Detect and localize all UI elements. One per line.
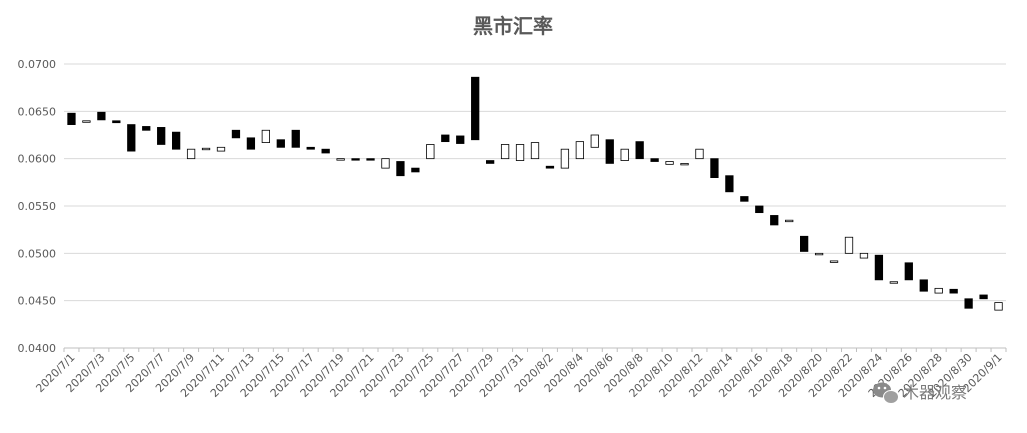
candle-body bbox=[276, 139, 285, 148]
candle-body bbox=[979, 294, 988, 300]
candle-body bbox=[650, 158, 659, 162]
candle-body bbox=[620, 148, 629, 161]
candle-body bbox=[246, 137, 256, 150]
candle-body bbox=[800, 235, 809, 252]
candle-body bbox=[859, 252, 869, 259]
candle-body bbox=[366, 158, 375, 161]
candle-body bbox=[740, 196, 749, 202]
candle-body bbox=[411, 167, 420, 173]
candles bbox=[67, 76, 1003, 311]
candle-body bbox=[635, 141, 644, 160]
candle-body bbox=[261, 129, 270, 143]
y-tick-label: 0.0650 bbox=[18, 105, 57, 118]
watermark-text: 木器观察 bbox=[903, 383, 967, 402]
candle-body bbox=[515, 144, 525, 161]
candle-body bbox=[172, 131, 181, 150]
candle-body bbox=[919, 279, 928, 292]
candle-body bbox=[127, 124, 136, 152]
candle-body bbox=[560, 148, 570, 169]
candle-body bbox=[725, 175, 734, 193]
candle-body bbox=[530, 142, 540, 160]
candle-body bbox=[471, 76, 480, 141]
candle-body bbox=[500, 144, 510, 160]
y-tick-label: 0.0450 bbox=[18, 295, 57, 308]
candle-body bbox=[889, 281, 898, 284]
candle-body bbox=[665, 161, 674, 165]
candle-body bbox=[82, 120, 91, 123]
candle-body bbox=[486, 160, 495, 164]
candle-body bbox=[306, 146, 315, 150]
y-tick-label: 0.0550 bbox=[18, 200, 57, 213]
candle-body bbox=[336, 158, 345, 161]
candle-body bbox=[321, 148, 330, 154]
candle-body bbox=[216, 146, 226, 152]
y-tick-label: 0.0600 bbox=[18, 153, 57, 166]
candle-body bbox=[590, 134, 599, 148]
candle-body bbox=[201, 147, 211, 151]
candle-body bbox=[814, 252, 824, 256]
candle-body bbox=[904, 262, 913, 281]
candle-body bbox=[710, 158, 719, 179]
watermark: 木器观察 bbox=[873, 382, 967, 404]
candle-body bbox=[844, 236, 854, 254]
candle-body bbox=[680, 162, 689, 166]
candle-body bbox=[874, 254, 884, 281]
y-axis: 0.0400 0.0450 0.0500 0.0550 0.0600 0.0650 0.07… bbox=[18, 58, 57, 355]
candle-body bbox=[755, 205, 764, 214]
y-tick-label: 0.0700 bbox=[18, 58, 57, 71]
candle-body bbox=[605, 139, 614, 164]
candle-body bbox=[785, 219, 794, 223]
candle-body bbox=[112, 120, 121, 124]
candle-body bbox=[934, 287, 943, 294]
candle-body bbox=[67, 112, 76, 125]
y-tick-label: 0.0500 bbox=[18, 247, 57, 260]
x-axis: 2020/7/12020/7/32020/7/52020/7/72020/7/9… bbox=[33, 347, 1007, 400]
candle-body bbox=[231, 129, 241, 139]
candle-body bbox=[396, 161, 405, 177]
candle-body bbox=[964, 298, 973, 309]
candle-body bbox=[829, 260, 839, 263]
candle-body bbox=[456, 135, 465, 144]
y-tick-label: 0.0400 bbox=[18, 342, 57, 355]
wechat-icon bbox=[873, 382, 899, 404]
candle-body bbox=[97, 111, 106, 121]
candle-body bbox=[994, 302, 1003, 311]
candle-body bbox=[575, 141, 584, 160]
candle-body bbox=[142, 126, 151, 131]
candle-body bbox=[291, 129, 300, 148]
candle-body bbox=[949, 288, 958, 294]
candle-body bbox=[186, 148, 196, 160]
candle-body bbox=[426, 144, 435, 160]
candle-body bbox=[695, 148, 704, 160]
candle-body bbox=[441, 134, 450, 143]
candle-body bbox=[545, 165, 555, 169]
candle-body bbox=[770, 215, 779, 226]
chart-title: 黑市汇率 bbox=[473, 14, 553, 38]
candle-body bbox=[157, 127, 166, 145]
candle-body bbox=[351, 158, 360, 161]
grid-layer bbox=[64, 63, 1006, 349]
candle-body bbox=[381, 158, 390, 169]
